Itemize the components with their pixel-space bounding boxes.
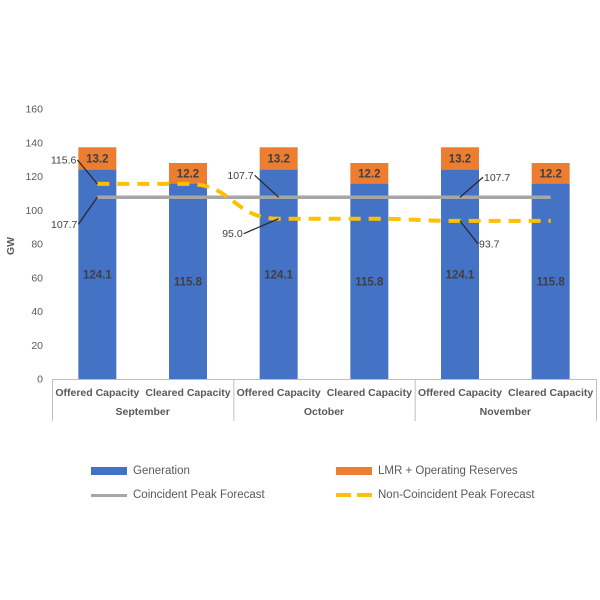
lmr-value-label: 12.2 (358, 168, 380, 180)
y-axis-tick-label: 20 (31, 340, 43, 352)
lmr-value-label: 12.2 (539, 168, 561, 180)
y-axis-tick-label: 40 (31, 306, 43, 318)
bar-segment-lmr-reserves (259, 147, 298, 170)
legend-label-lmr: LMR + Operating Reserves (378, 465, 518, 477)
y-axis-tick-label: 140 (25, 137, 43, 149)
bar-segment-lmr-reserves (78, 147, 117, 170)
bar-segment-lmr-reserves (531, 163, 570, 184)
generation-value-label: 124.1 (83, 269, 112, 281)
bar-segment-generation (531, 183, 570, 379)
legend-item-generation: Generation (91, 464, 190, 478)
bar-segment-generation (169, 183, 207, 379)
annotation-leader-line (77, 196, 98, 225)
category-axis-label: Offered Capacity (237, 387, 321, 399)
annotation-value-label: 115.6 (51, 154, 77, 166)
legend-label-generation: Generation (133, 465, 190, 477)
y-axis-tick-label: 100 (25, 205, 43, 217)
annotation-leader-line (459, 176, 484, 198)
generation-value-label: 115.8 (355, 276, 384, 288)
y-axis-tick-label: 160 (25, 104, 43, 116)
category-axis-label: Offered Capacity (55, 387, 139, 399)
lmr-value-label: 13.2 (86, 153, 108, 165)
bar-segment-generation (259, 169, 298, 379)
bar-segment-generation (78, 169, 117, 379)
generation-value-label: 124.1 (264, 269, 293, 281)
bar-segment-lmr-reserves (169, 163, 207, 184)
coincident-line-swatch-icon (91, 493, 127, 497)
generation-value-label: 115.8 (174, 276, 203, 288)
category-axis-label: Offered Capacity (418, 387, 502, 399)
lmr-value-label: 13.2 (267, 153, 289, 165)
bar-segment-generation (441, 169, 479, 379)
category-axis-label: Cleared Capacity (508, 387, 593, 399)
generation-value-label: 124.1 (446, 269, 475, 281)
annotation-leader-line (254, 174, 280, 198)
legend-item-non-coincident-peak-forecast: Non-Coincident Peak Forecast (336, 488, 535, 502)
annotation-value-label: 95.0 (222, 228, 243, 240)
month-axis-label: September (116, 406, 170, 418)
bar-segment-generation (350, 183, 389, 379)
y-axis-title: GW (5, 236, 17, 256)
annotation-leader-line (459, 220, 479, 245)
legend-item-coincident-peak-forecast: Coincident Peak Forecast (91, 488, 265, 502)
category-axis-label: Cleared Capacity (327, 387, 412, 399)
annotation-value-label: 93.7 (479, 238, 500, 250)
lmr-swatch-icon (336, 467, 372, 475)
bar-segment-lmr-reserves (350, 163, 389, 184)
legend-label-coincident: Coincident Peak Forecast (133, 489, 265, 501)
annotation-leader-line (76, 159, 98, 185)
legend-label-non-coincident: Non-Coincident Peak Forecast (378, 489, 535, 501)
y-axis-tick-label: 0 (37, 374, 43, 386)
lmr-value-label: 13.2 (449, 153, 471, 165)
y-axis-tick-label: 60 (31, 272, 43, 284)
month-axis-label: October (304, 406, 344, 418)
annotation-value-label: 107.7 (51, 219, 77, 231)
y-axis-tick-label: 80 (31, 239, 43, 251)
annotation-value-label: 107.7 (484, 172, 510, 184)
y-axis-tick-label: 120 (25, 171, 43, 183)
month-axis-label: November (480, 406, 531, 418)
legend-item-lmr-operating-reserves: LMR + Operating Reserves (336, 464, 518, 478)
annotation-leader-line (243, 218, 279, 235)
forecast-line-non_coincident (97, 181, 551, 223)
category-axis-label: Cleared Capacity (145, 387, 230, 399)
annotation-value-label: 107.7 (227, 170, 253, 182)
stacked-bar-chart: 124.1 13.2 115.8 12.2 124.1 13.2 115.8 12.2 124.… (25, 104, 597, 421)
non-coincident-dash-swatch-icon (336, 493, 372, 497)
lmr-value-label: 12.2 (177, 168, 199, 180)
generation-swatch-icon (91, 467, 127, 475)
generation-value-label: 115.8 (537, 276, 566, 288)
bar-segment-lmr-reserves (441, 147, 479, 170)
